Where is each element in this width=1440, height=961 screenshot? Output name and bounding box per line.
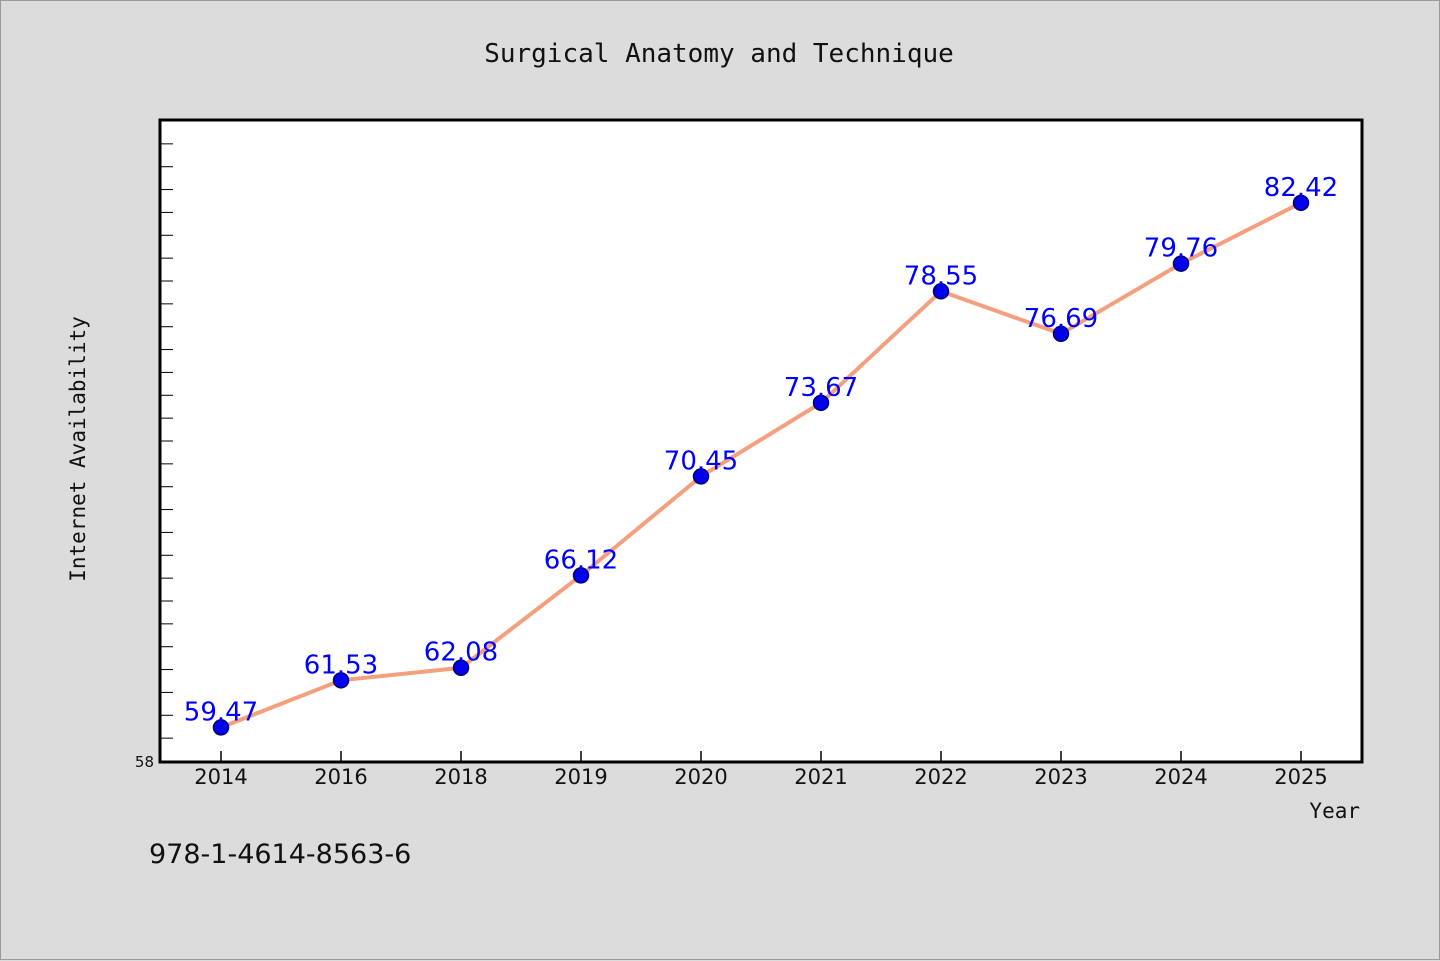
- data-point: [332, 672, 350, 689]
- data-label: 61.53: [304, 650, 378, 680]
- data-point: [212, 719, 230, 736]
- data-point: [1052, 325, 1070, 343]
- data-label: 78.55: [904, 261, 978, 291]
- data-point: [572, 567, 590, 584]
- y-axis-ticks: [159, 143, 173, 739]
- x-tick-label: 2014: [194, 765, 247, 789]
- x-tick-label: 2025: [1274, 765, 1327, 789]
- data-markers: [212, 194, 1310, 736]
- y-axis-title: Internet Availability: [66, 316, 90, 582]
- data-point: [812, 394, 830, 412]
- data-label: 62.08: [424, 638, 498, 668]
- data-label: 82.42: [1264, 173, 1338, 203]
- data-label: 70.45: [664, 446, 738, 476]
- data-labels: 59.47 61.53 62.08 66.12 70.45 73.67 78.55 76.69…: [184, 173, 1338, 728]
- series-line: [219, 200, 1303, 730]
- chart-title: Surgical Anatomy and Technique: [484, 39, 954, 69]
- isbn-footer: 978-1-4614-8563-6: [149, 839, 411, 870]
- x-tick-label: 2020: [674, 765, 727, 789]
- x-tick-label: 2019: [554, 765, 607, 789]
- data-label: 73.67: [784, 373, 858, 403]
- x-axis-tick-labels: 2014 2016 2018 2019 2020 2021 2022 2023 2024 2025: [194, 765, 1327, 789]
- data-label: 66.12: [544, 545, 618, 575]
- x-tick-label: 2021: [794, 765, 847, 789]
- data-point: [932, 283, 950, 300]
- data-point: [1292, 194, 1310, 212]
- x-tick-label: 2018: [434, 765, 487, 789]
- data-label: 59.47: [184, 697, 258, 727]
- x-tick-label: 2022: [914, 765, 967, 789]
- x-axis-ticks: [220, 751, 1302, 763]
- data-point: [452, 659, 470, 676]
- data-label: 76.69: [1024, 304, 1098, 334]
- data-point: [1172, 255, 1190, 272]
- x-tick-label: 2024: [1154, 765, 1207, 789]
- x-tick-label: 2016: [314, 765, 367, 789]
- x-axis-title: Year: [1309, 799, 1360, 823]
- data-point: [692, 468, 710, 485]
- y-axis-min-label: 58: [135, 753, 154, 771]
- data-label: 79.76: [1144, 234, 1218, 264]
- x-tick-label: 2023: [1034, 765, 1087, 789]
- series-line-group: [219, 200, 1303, 730]
